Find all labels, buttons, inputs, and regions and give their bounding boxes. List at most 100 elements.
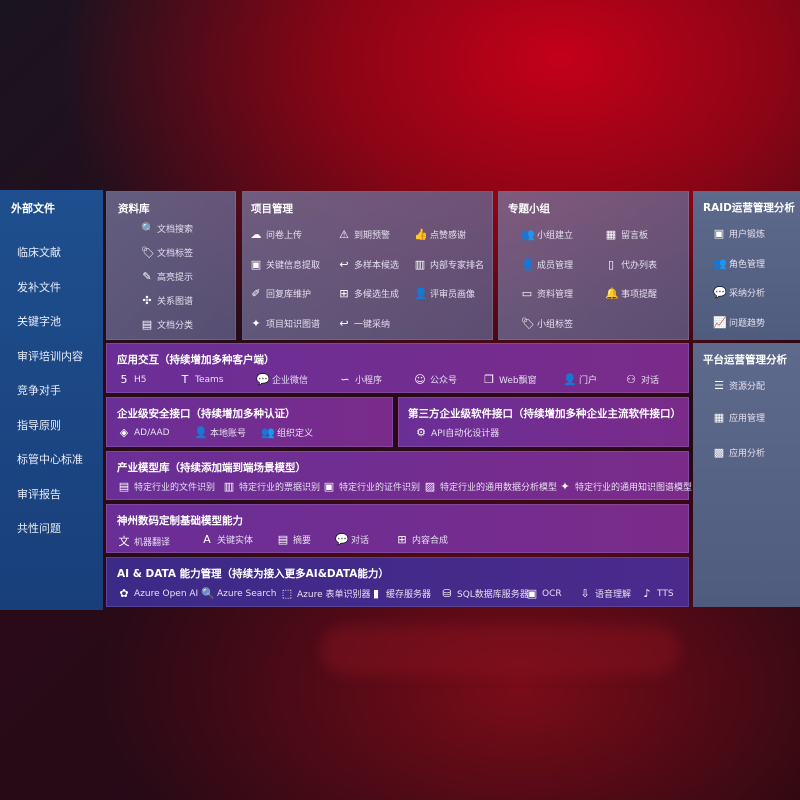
industry-item-label: 特定行业的证件识别 bbox=[339, 483, 421, 493]
library-item[interactable]: ✎ 高亮提示 bbox=[141, 270, 193, 283]
project-item[interactable]: 👍 点赞感谢 bbox=[414, 228, 466, 241]
project-item[interactable]: ☁ 问卷上传 bbox=[250, 228, 303, 241]
project-item[interactable]: ✐ 回复库维护 bbox=[250, 287, 311, 300]
puzzle-icon: ⊞ bbox=[397, 533, 407, 546]
group-item[interactable]: ▯ 代办列表 bbox=[605, 258, 657, 271]
thirdparty-title: 第三方企业级软件接口（持续增加多种企业主流软件接口） bbox=[408, 408, 681, 420]
platform-item[interactable]: ▦ 应用管理 bbox=[713, 411, 765, 424]
sidebar-item[interactable]: 竞争对手 bbox=[17, 384, 61, 397]
group-item[interactable]: ▭ 资料管理 bbox=[521, 287, 573, 300]
platform-item[interactable]: ▩ 应用分析 bbox=[713, 446, 765, 459]
project-item[interactable]: ✦ 项目知识图谱 bbox=[250, 317, 320, 330]
raid-item-label: 采纳分析 bbox=[729, 289, 766, 299]
local-account-icon: 👤 bbox=[194, 426, 208, 439]
sidebar-item[interactable]: 临床文献 bbox=[17, 246, 61, 259]
aidata-item[interactable]: ✿ Azure Open AI bbox=[118, 587, 198, 600]
library-item-label: 文档搜索 bbox=[157, 225, 194, 235]
library-item[interactable]: 🏷 文档标签 bbox=[141, 246, 193, 259]
wechat-work-icon: 💬 bbox=[256, 373, 270, 386]
project-item-label: 项目知识图谱 bbox=[266, 320, 321, 330]
base-item[interactable]: ⊞ 内容合成 bbox=[396, 533, 448, 546]
interaction-item-label: 小程序 bbox=[355, 376, 383, 386]
industry-item[interactable]: ▥ 特定行业的票据识别 bbox=[223, 480, 320, 493]
project-item-label: 多样本候选 bbox=[354, 261, 400, 271]
library-item[interactable]: ▤ 文档分类 bbox=[141, 318, 193, 331]
sidebar-item[interactable]: 指导原则 bbox=[17, 418, 61, 432]
project-item[interactable]: ▥ 内部专家排名 bbox=[414, 258, 484, 271]
library-item[interactable]: 🔍 文档搜索 bbox=[141, 222, 193, 235]
extract-icon: ▣ bbox=[250, 258, 262, 271]
sidebar-item[interactable]: 审评培训内容 bbox=[17, 349, 83, 363]
portal-icon: 👤 bbox=[563, 373, 577, 386]
project-item[interactable]: 👤 评审员画像 bbox=[414, 287, 475, 300]
group-item[interactable]: ▦ 留言板 bbox=[605, 228, 648, 241]
tts-icon: ♪ bbox=[643, 587, 651, 600]
security-item[interactable]: ◈ AD/AAD bbox=[118, 426, 170, 439]
library-item[interactable]: ✣ 关系图谱 bbox=[141, 294, 193, 307]
library-item-label: 文档分类 bbox=[157, 321, 194, 331]
project-item[interactable]: ⊞ 多候选生成 bbox=[338, 287, 399, 300]
interaction-item[interactable]: ☺ 公众号 bbox=[414, 373, 457, 386]
aidata-item[interactable]: ▣ OCR bbox=[526, 587, 562, 600]
industry-item[interactable]: ✦ 特定行业的通用知识图谱模型 bbox=[559, 480, 692, 493]
security-item[interactable]: 👥 组织定义 bbox=[261, 426, 313, 439]
base-item[interactable]: A 关键实体 bbox=[201, 533, 253, 546]
sidebar-item[interactable]: 标管中心标准 bbox=[17, 453, 83, 466]
group-icon: 👥 bbox=[521, 228, 535, 241]
project-item[interactable]: ↩ 一键采纳 bbox=[338, 317, 390, 330]
sidebar-item[interactable]: 发补文件 bbox=[17, 280, 61, 294]
platform-title: 平台运营管理分析 bbox=[703, 354, 787, 366]
project-item[interactable]: ⚠ 到期预警 bbox=[338, 228, 390, 241]
aidata-item[interactable]: 🔍 Azure Search bbox=[201, 587, 276, 600]
group-item[interactable]: 👤 成员管理 bbox=[521, 258, 573, 271]
aidata-item[interactable]: ⇩ 语音理解 bbox=[579, 587, 631, 600]
industry-item[interactable]: ▤ 特定行业的文件识别 bbox=[118, 480, 215, 493]
library-item-label: 高亮提示 bbox=[157, 273, 194, 283]
raid-title: RAID运营管理分析 bbox=[703, 202, 795, 214]
industry-item[interactable]: ▣ 特定行业的证件识别 bbox=[323, 480, 420, 493]
aidata-item[interactable]: ⛁ SQL数据库服务器 bbox=[441, 587, 528, 600]
group-item[interactable]: 👥 小组建立 bbox=[521, 228, 573, 241]
security-title: 企业级安全接口（持续增加多种认证） bbox=[117, 408, 296, 420]
industry-item-label: 特定行业的通用数据分析模型 bbox=[440, 483, 558, 493]
raid-item[interactable]: ▣ 用户锻炼 bbox=[713, 227, 765, 240]
group-item[interactable]: 🔔 事项提醒 bbox=[605, 287, 657, 300]
thirdparty-item-label: API自动化设计器 bbox=[431, 429, 500, 439]
reply-icon: ↩ bbox=[339, 258, 349, 271]
aidata-item[interactable]: ♪ TTS bbox=[641, 587, 673, 600]
project-item[interactable]: ↩ 多样本候选 bbox=[338, 258, 399, 271]
sidebar-item[interactable]: 关键字池 bbox=[17, 315, 61, 328]
aidata-item[interactable]: ⬚ Azure 表单识别器 bbox=[281, 587, 371, 600]
aidata-item[interactable]: ▮ 缓存服务器 bbox=[370, 587, 431, 600]
interaction-item[interactable]: ⚇ 对话 bbox=[625, 373, 659, 386]
interaction-item[interactable]: ❐ Web飘窗 bbox=[483, 373, 537, 386]
base-item[interactable]: ▤ 摘要 bbox=[277, 533, 311, 546]
interaction-item[interactable]: T Teams bbox=[179, 373, 224, 386]
ocr-icon: ▣ bbox=[526, 587, 538, 600]
sidebar-item[interactable]: 审评报告 bbox=[17, 487, 61, 501]
interaction-item[interactable]: ∽ 小程序 bbox=[339, 373, 382, 386]
interaction-item[interactable]: 👤 门户 bbox=[563, 373, 597, 386]
base-item[interactable]: 💬 对话 bbox=[335, 533, 369, 546]
category-icon: ▤ bbox=[141, 318, 153, 331]
industry-item[interactable]: ▨ 特定行业的通用数据分析模型 bbox=[424, 480, 557, 493]
interaction-item-label: H5 bbox=[134, 374, 147, 385]
interaction-item[interactable]: 5 H5 bbox=[118, 373, 147, 386]
thirdparty-item[interactable]: ⚙ API自动化设计器 bbox=[415, 426, 499, 439]
file-icon: ▤ bbox=[118, 480, 130, 493]
base-item[interactable]: 文机器翻译 bbox=[118, 533, 171, 549]
checklist-icon: ☰ bbox=[714, 379, 724, 392]
project-item[interactable]: ▣ 关键信息提取 bbox=[250, 258, 320, 271]
industry-item-label: 特定行业的票据识别 bbox=[239, 483, 321, 493]
interaction-item[interactable]: 💬 企业微信 bbox=[256, 373, 308, 386]
panel-platform-analysis: 平台运营管理分析 ☰ 资源分配 ▦ 应用管理 ▩ 应用分析 bbox=[693, 343, 800, 607]
group-item[interactable]: 🏷 小组标签 bbox=[521, 317, 573, 330]
sidebar-item[interactable]: 共性问题 bbox=[17, 522, 61, 535]
project-item-label: 到期预警 bbox=[354, 231, 391, 241]
raid-item[interactable]: 💬 采纳分析 bbox=[713, 286, 765, 299]
raid-item[interactable]: 👥 角色管理 bbox=[713, 257, 765, 270]
security-item[interactable]: 👤 本地账号 bbox=[194, 426, 246, 439]
platform-item[interactable]: ☰ 资源分配 bbox=[713, 379, 765, 392]
member-icon: 👤 bbox=[521, 258, 535, 271]
raid-item[interactable]: 📈 问题趋势 bbox=[713, 316, 765, 329]
